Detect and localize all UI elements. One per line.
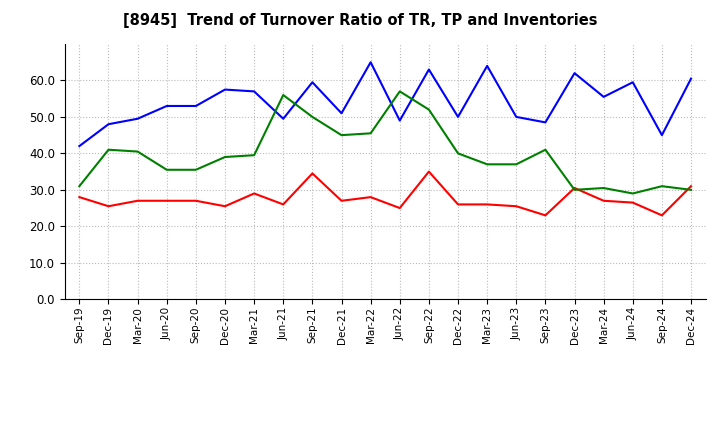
Text: [8945]  Trend of Turnover Ratio of TR, TP and Inventories: [8945] Trend of Turnover Ratio of TR, TP…	[122, 13, 598, 28]
Legend: Trade Receivables, Trade Payables, Inventories: Trade Receivables, Trade Payables, Inven…	[166, 438, 604, 440]
